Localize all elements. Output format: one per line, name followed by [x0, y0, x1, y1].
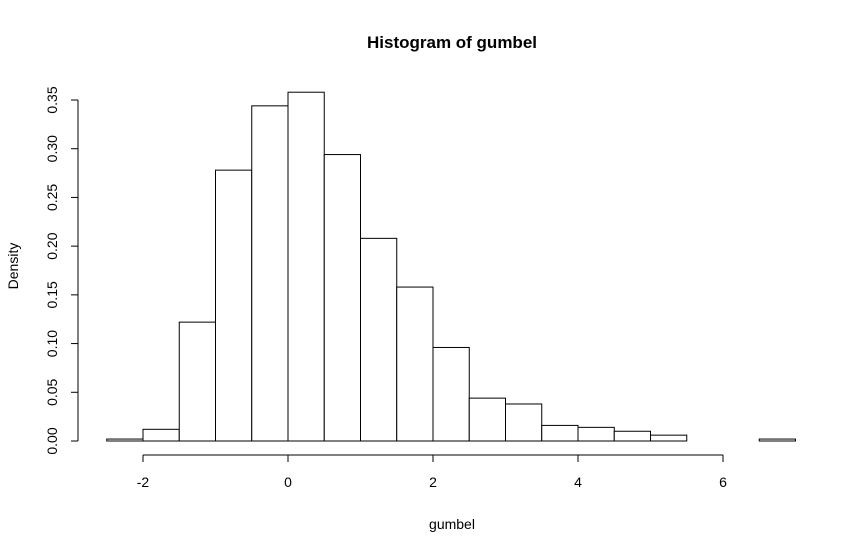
x-tick-label: 2 [429, 474, 437, 490]
histogram-bar [613, 430, 651, 442]
histogram-bar [106, 438, 144, 442]
y-tick-label: 0.20 [44, 232, 60, 259]
x-tick-label: 0 [284, 474, 292, 490]
y-tick-label: 0.00 [44, 427, 60, 454]
y-tick-label: 0.15 [44, 281, 60, 308]
histogram-bar [505, 403, 543, 442]
y-axis-label: Density [5, 243, 21, 290]
histogram-bar [468, 397, 506, 442]
y-axis: 0.00 0.05 0.10 0.15 0.20 0.25 0.30 0.35 [44, 86, 79, 455]
x-axis-label: gumbel [429, 516, 475, 532]
histogram-bar [758, 438, 796, 442]
histogram-bar [178, 321, 216, 442]
y-tick-label: 0.10 [44, 330, 60, 357]
x-tick-label: 6 [719, 474, 727, 490]
histogram-bar [650, 434, 688, 442]
histogram-bar [432, 346, 470, 442]
y-tick-label: 0.05 [44, 378, 60, 405]
x-tick-label: -2 [137, 474, 150, 490]
x-axis: -2 0 2 4 6 [137, 454, 727, 490]
histogram-bar [396, 286, 434, 442]
y-tick-label: 0.35 [44, 86, 60, 113]
histogram-bar [577, 426, 615, 442]
histogram-bar [541, 424, 579, 442]
x-tick-label: 4 [574, 474, 582, 490]
histogram-bars [106, 91, 796, 442]
chart-title: Histogram of gumbel [367, 33, 537, 52]
histogram-bar [360, 237, 398, 442]
histogram-bar [287, 91, 325, 442]
histogram-bar [323, 154, 361, 442]
histogram-bar [251, 105, 289, 442]
histogram-bar [142, 428, 180, 442]
y-tick-label: 0.25 [44, 184, 60, 211]
y-tick-label: 0.30 [44, 135, 60, 162]
histogram-bar [215, 169, 253, 442]
